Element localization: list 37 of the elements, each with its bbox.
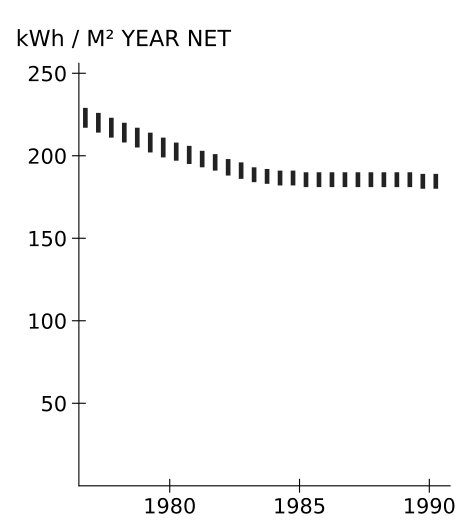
y-tick-label: 200 [28,148,66,164]
bar [433,174,438,189]
bar [134,128,140,148]
bar [160,138,166,158]
y-tick-label: 250 [28,66,66,82]
y-tick-label: 150 [30,230,66,246]
bar [368,172,374,188]
bar [356,172,360,188]
x-tick-label: 1985 [275,498,324,514]
bar [408,172,412,188]
bar [290,170,296,186]
bar [96,112,101,133]
bar [212,154,218,171]
y-axis-title: kWh / M² YEAR NET [18,29,232,48]
bar [278,170,282,186]
bar [83,108,88,128]
bar [148,132,153,152]
bar [238,162,244,179]
x-tick-label: 1990 [405,498,454,514]
y-tick-label: 100 [30,313,66,329]
bar [394,172,400,188]
bar [174,142,179,161]
bar [420,174,426,189]
bar [264,168,270,184]
bar [200,150,205,168]
bar [122,122,127,143]
y-tick-label: 50 [42,396,66,412]
bar [304,172,308,188]
bar [186,146,192,164]
x-tick-label: 1980 [146,498,195,514]
bar [342,172,348,188]
bar [382,172,386,188]
bar [252,167,256,182]
bar [226,159,230,176]
bar [330,172,334,188]
bar [316,172,322,188]
bar [108,118,114,138]
